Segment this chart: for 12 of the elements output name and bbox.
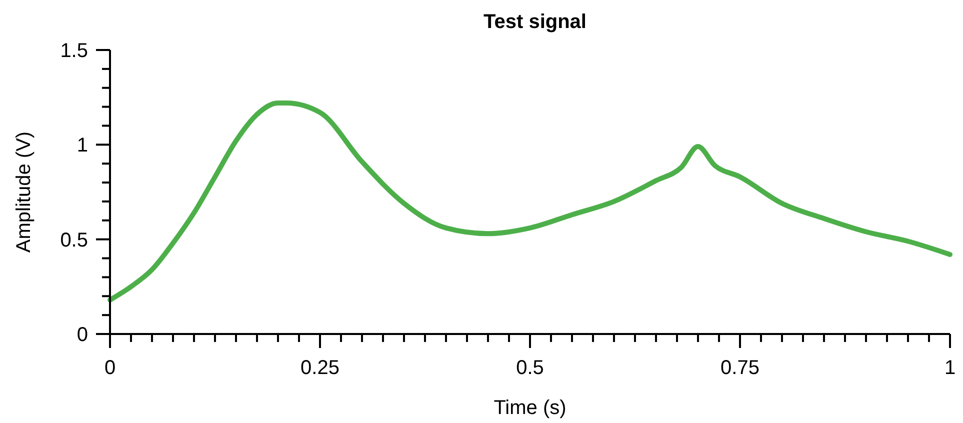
x-tick-label: 0.5: [516, 357, 544, 379]
x-axis-title: Time (s): [494, 397, 566, 419]
y-tick-label: 1.5: [60, 40, 88, 62]
y-axis-title: Amplitude (V): [13, 131, 35, 253]
y-tick-label: 0: [76, 324, 88, 346]
x-tick-label: 0.25: [300, 357, 340, 379]
y-tick-label: 0.5: [60, 229, 88, 252]
x-tick-label: 0: [104, 357, 116, 379]
y-tick-label: 1: [76, 134, 88, 157]
chart-title: Test signal: [484, 11, 586, 33]
x-tick-label: 1: [944, 357, 956, 379]
x-tick-label: 0.75: [720, 357, 760, 379]
